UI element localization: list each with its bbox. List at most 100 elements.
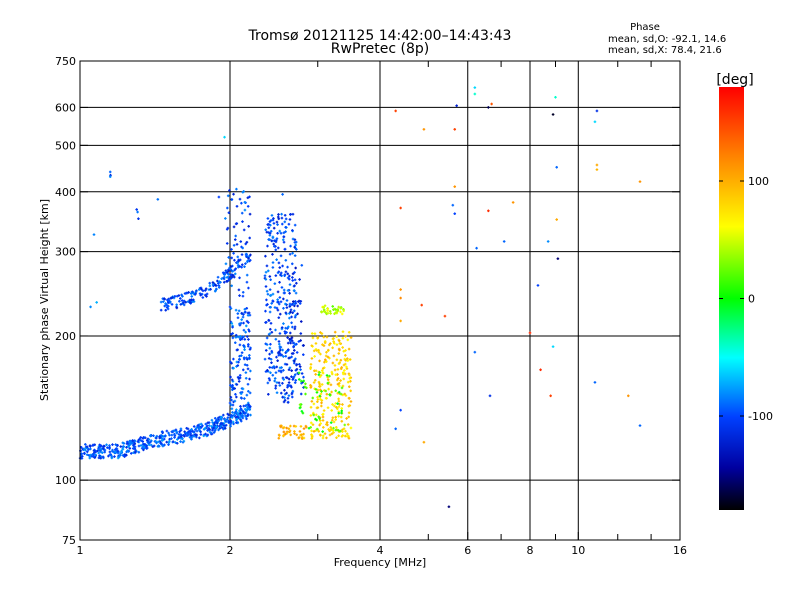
data-point — [341, 330, 345, 333]
data-point — [273, 239, 276, 243]
data-point — [176, 438, 179, 441]
data-point — [290, 395, 294, 399]
data-point — [133, 445, 137, 449]
data-point — [289, 244, 292, 248]
data-point — [279, 345, 283, 349]
data-point — [274, 274, 278, 277]
data-point — [291, 212, 295, 216]
data-point — [229, 360, 232, 364]
data-point — [142, 448, 145, 452]
data-point — [179, 440, 182, 443]
data-point — [218, 280, 221, 283]
data-point — [293, 241, 297, 244]
data-point — [242, 190, 245, 193]
data-point — [289, 331, 292, 335]
data-point — [312, 430, 316, 433]
data-point — [173, 432, 176, 436]
data-point — [186, 300, 190, 303]
data-point — [209, 431, 213, 434]
data-point — [101, 451, 104, 454]
data-point — [347, 331, 351, 334]
data-point — [241, 387, 245, 391]
data-point — [182, 439, 186, 443]
data-point — [174, 441, 177, 444]
data-point — [277, 300, 280, 304]
data-point — [232, 192, 235, 196]
data-point — [282, 378, 286, 381]
data-point — [331, 429, 335, 432]
data-point — [139, 444, 143, 447]
data-point — [295, 433, 299, 437]
data-point — [166, 304, 170, 308]
data-point — [340, 312, 344, 316]
data-point — [248, 195, 251, 199]
data-point — [314, 429, 318, 432]
data-point — [193, 433, 197, 436]
data-point — [336, 402, 339, 405]
data-point — [163, 304, 166, 308]
data-point — [321, 412, 325, 416]
data-point — [222, 413, 225, 417]
data-point — [286, 336, 289, 339]
data-point — [241, 368, 245, 372]
data-point — [278, 229, 282, 233]
data-point — [277, 381, 281, 385]
data-point — [240, 263, 244, 267]
data-point — [272, 365, 276, 368]
data-point — [245, 280, 249, 284]
data-point — [94, 450, 98, 454]
data-point — [344, 394, 348, 397]
data-point — [276, 308, 280, 312]
data-point — [294, 291, 298, 295]
data-point — [335, 405, 338, 409]
data-point — [285, 363, 289, 366]
data-point — [208, 284, 212, 288]
data-point — [111, 450, 114, 453]
data-point — [181, 437, 184, 440]
data-point — [129, 439, 132, 443]
data-point — [300, 437, 304, 440]
data-point — [237, 360, 240, 364]
data-point — [330, 409, 334, 412]
data-point — [337, 405, 341, 409]
data-point — [287, 394, 291, 397]
data-point — [228, 401, 232, 405]
data-point — [269, 357, 273, 361]
data-point — [242, 344, 246, 348]
data-point — [228, 277, 231, 280]
data-point — [281, 376, 285, 380]
data-point — [273, 377, 277, 380]
data-point — [342, 309, 345, 313]
data-point — [152, 444, 156, 448]
data-point — [291, 311, 294, 315]
data-point — [285, 331, 288, 334]
data-point — [349, 389, 352, 393]
data-point — [274, 248, 278, 252]
data-point — [170, 433, 174, 437]
data-point — [313, 355, 316, 358]
data-point — [266, 381, 270, 385]
data-point — [182, 303, 186, 307]
data-point — [337, 339, 341, 343]
data-point — [332, 354, 336, 358]
data-point — [179, 435, 183, 439]
data-point — [329, 426, 333, 429]
data-point — [333, 330, 337, 334]
data-point — [229, 265, 233, 268]
data-point — [283, 220, 287, 224]
data-point — [283, 273, 287, 277]
data-point — [239, 321, 243, 325]
data-point — [245, 273, 249, 277]
data-point — [293, 284, 296, 288]
data-point — [238, 258, 242, 262]
data-point — [85, 453, 89, 456]
data-point — [241, 315, 245, 319]
data-point — [241, 294, 245, 298]
data-point — [229, 419, 233, 423]
data-point — [246, 382, 250, 386]
data-point — [297, 436, 300, 440]
data-point — [294, 425, 298, 428]
data-point — [302, 344, 305, 347]
data-point — [331, 416, 335, 420]
data-point — [231, 325, 234, 329]
